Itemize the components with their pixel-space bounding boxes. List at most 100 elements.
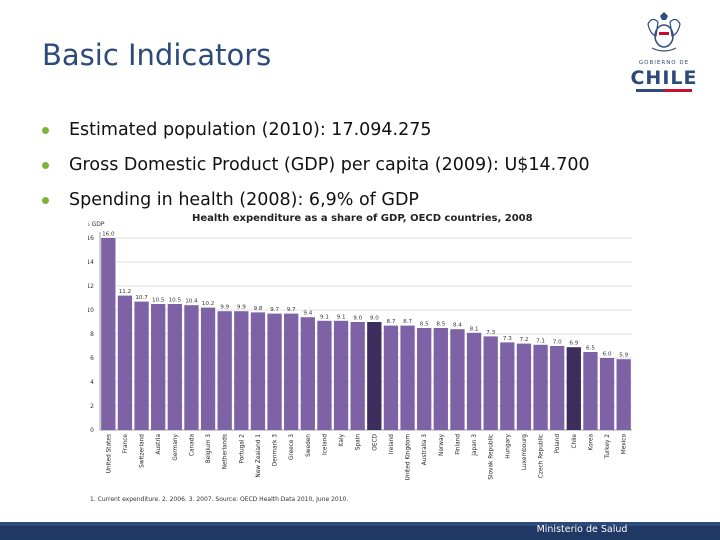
bar-turkey-2 (599, 358, 615, 430)
bullet-text: Estimated population (2010): 17.094.275 (69, 120, 432, 140)
y-tick-label: 10 (88, 307, 94, 314)
logo-top-text: GOBIERNO DE (638, 60, 690, 66)
data-label: 8.1 (470, 326, 479, 332)
footer-strip (0, 522, 720, 526)
data-label: 9.8 (253, 306, 262, 312)
x-tick-label: Mexico (622, 434, 628, 455)
y-tick-label: 6 (90, 355, 94, 362)
bar-japan-3 (466, 332, 482, 430)
x-tick-label: Germany (173, 433, 179, 460)
x-tick-label: Italy (339, 433, 345, 446)
footer-text: Ministerio de Salud (536, 524, 628, 535)
bar-portugal-2 (234, 311, 249, 430)
x-tick-label: OECD (372, 433, 378, 450)
data-label: 6.9 (569, 341, 578, 347)
data-label: 16.0 (102, 232, 115, 238)
bar-czech-republic (533, 344, 548, 430)
data-label: 9.4 (303, 311, 312, 317)
bar-belgium-3 (200, 307, 216, 430)
x-tick-label: Hungary (505, 433, 511, 458)
data-label: 8.5 (436, 322, 445, 328)
data-label: 9.0 (370, 316, 379, 322)
chart-footnote: 1. Current expenditure. 2. 2006. 3. 2007… (90, 496, 348, 503)
data-label: 10.5 (169, 298, 182, 304)
x-tick-label: France (123, 434, 129, 454)
bar-norway (433, 328, 448, 430)
y-tick-label: 2 (90, 403, 94, 410)
x-tick-label: Slovak Republic (489, 434, 495, 480)
y-tick-label: 16 (88, 235, 94, 242)
bar-united-states (101, 238, 116, 430)
bar-canada (184, 305, 199, 430)
bar-netherlands (217, 311, 232, 430)
x-tick-label: Norway (439, 433, 445, 456)
data-label: 7.0 (553, 340, 562, 346)
bullet-dot-icon (42, 197, 49, 204)
bar-spain (350, 322, 365, 430)
bullet-text: Gross Domestic Product (GDP) per capita … (69, 155, 590, 175)
x-tick-label: Chile (572, 434, 578, 449)
bar-new-zealand-1 (250, 312, 266, 430)
x-tick-label: United States (106, 434, 112, 473)
x-tick-label: Luxembourg (522, 434, 528, 470)
bar-oecd (367, 322, 382, 430)
data-label: 10.7 (135, 295, 148, 301)
logo-name: CHILE (630, 67, 698, 89)
data-label: 9.1 (337, 314, 346, 320)
data-label: 7.1 (536, 338, 545, 344)
x-tick-label: United Kingdom (406, 434, 412, 481)
data-label: 9.9 (220, 305, 229, 311)
bar-korea (583, 352, 598, 430)
logo-bar-red (664, 89, 692, 92)
x-tick-label: Australia 3 (422, 434, 428, 465)
x-tick-label: Ireland (389, 434, 395, 454)
chart-svg: Health expenditure as a share of GDP, OE… (84, 213, 632, 503)
x-tick-label: Denmark 3 (273, 434, 279, 466)
data-label: 6.0 (603, 352, 612, 358)
bar-switzerland (134, 301, 149, 430)
y-tick-label: 4 (90, 379, 94, 386)
bullet-dot-icon (42, 127, 49, 134)
y-tick-label: 0 (90, 427, 94, 434)
y-tick-label: 8 (90, 331, 94, 338)
data-label: 11.2 (119, 289, 131, 295)
bar-chile (566, 347, 581, 430)
data-label: 5.9 (619, 353, 628, 359)
bar-france (117, 295, 133, 430)
y-tick-label: 14 (88, 259, 94, 266)
bar-greece-3 (284, 313, 299, 430)
bar-luxembourg (516, 343, 532, 430)
bar-austria (151, 304, 166, 430)
x-tick-label: Switzerland (140, 434, 146, 468)
data-label: 9.1 (320, 314, 329, 320)
data-label: 7.2 (519, 337, 528, 343)
bar-sweden (300, 317, 315, 430)
x-tick-label: Japan 3 (472, 434, 478, 457)
footer-bar (0, 522, 720, 540)
bullet-dot-icon (42, 162, 49, 169)
bar-poland (550, 346, 565, 430)
data-label: 6.5 (586, 346, 595, 352)
x-tick-label: Netherlands (223, 434, 229, 469)
x-tick-label: Finland (455, 434, 461, 455)
bar-iceland (317, 320, 332, 430)
data-label: 8.4 (453, 323, 462, 329)
x-tick-label: Czech Republic (539, 434, 545, 478)
gobierno-de-chile-logo: GOBIERNO DE CHILE (628, 12, 700, 94)
bar-united-kingdom (400, 325, 415, 430)
x-tick-label: Poland (555, 434, 561, 454)
bar-australia-3 (417, 328, 432, 430)
data-label: 8.5 (420, 322, 429, 328)
logo-bar-blue (636, 89, 664, 92)
x-tick-label: Iceland (322, 434, 328, 455)
y-axis-label: % GDP (88, 221, 105, 228)
x-tick-label: Sweden (306, 434, 312, 457)
data-label: 9.7 (270, 307, 279, 313)
data-label: 7.3 (503, 336, 512, 342)
bar-hungary (500, 342, 515, 430)
x-tick-label: Canada (189, 434, 195, 457)
bar-ireland (383, 325, 399, 430)
data-label: 10.5 (152, 298, 165, 304)
data-label: 10.4 (185, 299, 198, 305)
x-tick-label: Korea (588, 434, 594, 451)
